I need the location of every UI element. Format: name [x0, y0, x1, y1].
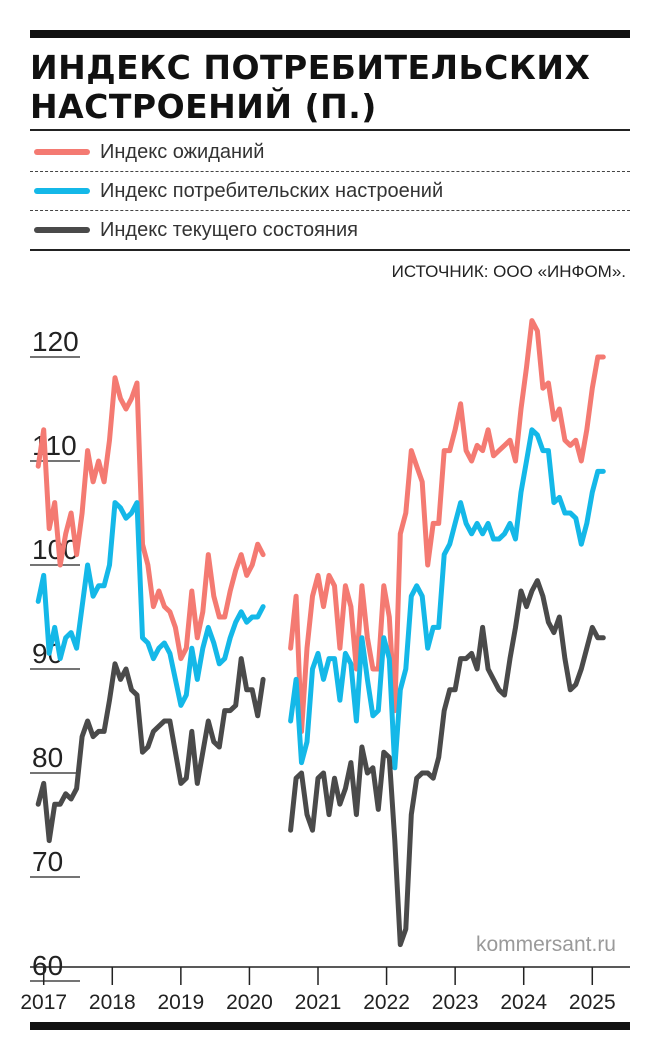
x-tick-label: 2021 [295, 991, 342, 1014]
series-line-current-conditions [35, 656, 266, 844]
chart-title: ИНДЕКС ПОТРЕБИТЕЛЬСКИХ НАСТРОЕНИЙ (П.) [30, 48, 591, 126]
y-tick-label: 60 [32, 950, 63, 981]
top-rule [30, 30, 630, 38]
x-tick-label: 2022 [363, 991, 410, 1014]
series-line-expectations [288, 318, 606, 734]
y-tick-label: 120 [32, 326, 79, 357]
legend-divider [30, 171, 630, 172]
y-tick-label: 80 [32, 742, 63, 773]
legend-item-current-conditions: Индекс текущего состояния [34, 215, 358, 245]
legend-swatch-consumer-sentiment [34, 188, 90, 194]
source-note: ИСТОЧНИК: ООО «ИНФОМ». [391, 262, 626, 281]
y-tick-label: 100 [32, 534, 79, 565]
legend-swatch-expectations [34, 149, 90, 155]
y-tick-label: 70 [32, 846, 63, 877]
legend-item-consumer-sentiment: Индекс потребительских настроений [34, 176, 443, 206]
x-tick-label: 2017 [20, 991, 67, 1014]
x-tick-label: 2020 [226, 991, 273, 1014]
series-line-consumer-sentiment [288, 427, 606, 771]
series-line-expectations [35, 375, 266, 662]
series-line-current-conditions [288, 578, 606, 948]
x-tick-label: 2018 [89, 991, 136, 1014]
legend-divider [30, 210, 630, 211]
bottom-rule [30, 1022, 630, 1030]
legend-label-current-conditions: Индекс текущего состояния [100, 218, 358, 241]
x-tick-label: 2024 [500, 991, 547, 1014]
legend-swatch-current-conditions [34, 227, 90, 233]
legend-label-consumer-sentiment: Индекс потребительских настроений [100, 179, 444, 202]
x-tick-label: 2023 [432, 991, 479, 1014]
watermark: kommersant.ru [476, 933, 616, 956]
legend-item-expectations: Индекс ожиданий [34, 137, 264, 167]
legend-bottom-rule [30, 249, 630, 251]
x-tick-label: 2019 [157, 991, 204, 1014]
x-tick-label: 2025 [569, 991, 616, 1014]
legend-top-rule [30, 129, 630, 131]
legend-label-expectations: Индекс ожиданий [100, 140, 265, 163]
series-line-consumer-sentiment [35, 500, 266, 708]
